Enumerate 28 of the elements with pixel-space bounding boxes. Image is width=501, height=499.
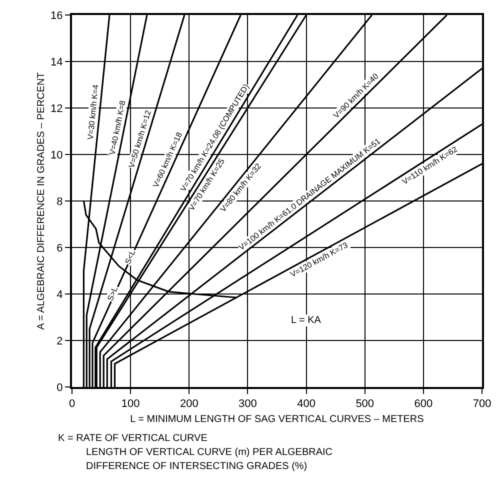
x-tick-label: 300 <box>238 398 257 410</box>
x-tick-label: 200 <box>180 398 198 410</box>
y-axis-title: A = ALGEBRAIC DIFFERENCE IN GRADES – PERCENT <box>36 72 48 330</box>
x-tick-label: 600 <box>414 398 433 410</box>
x-tick-label: 500 <box>356 398 374 410</box>
annotation: S>L <box>106 284 120 302</box>
x-tick-label: 0 <box>68 398 76 410</box>
text: K = RATE OF VERTICAL CURVE <box>58 433 208 444</box>
text: V=40 km/h K=8 <box>108 99 128 156</box>
text: DIFFERENCE OF INTERSECTING GRADES (%) <box>86 461 308 472</box>
y-tick-label: 2 <box>56 335 63 348</box>
x-tick-label: 400 <box>297 398 316 410</box>
y-tick-label: 14 <box>50 56 63 68</box>
annotation: L = KA <box>291 315 322 326</box>
text: V=50 km/h K=12 <box>127 108 154 169</box>
x-axis-title: L = MINIMUM LENGTH OF SAG VERTICAL CURVES – METERS <box>130 414 424 426</box>
y-tick-label: 10 <box>50 149 63 162</box>
annotation: S<L <box>123 248 138 266</box>
y-tick-label: 4 <box>56 288 63 301</box>
text: V=30 km/h K=4 <box>86 84 100 140</box>
y-tick-label: 8 <box>56 196 63 208</box>
x-tick-label: 700 <box>472 398 492 410</box>
y-tick-label: 16 <box>50 10 63 22</box>
y-tick-label: 6 <box>56 242 63 254</box>
y-tick-label: 12 <box>50 102 63 115</box>
y-tick-label: 0 <box>56 382 63 394</box>
x-tick-label: 100 <box>121 398 140 410</box>
text: LENGTH OF VERTICAL CURVE (m) PER ALGEBRAIC <box>86 447 333 458</box>
